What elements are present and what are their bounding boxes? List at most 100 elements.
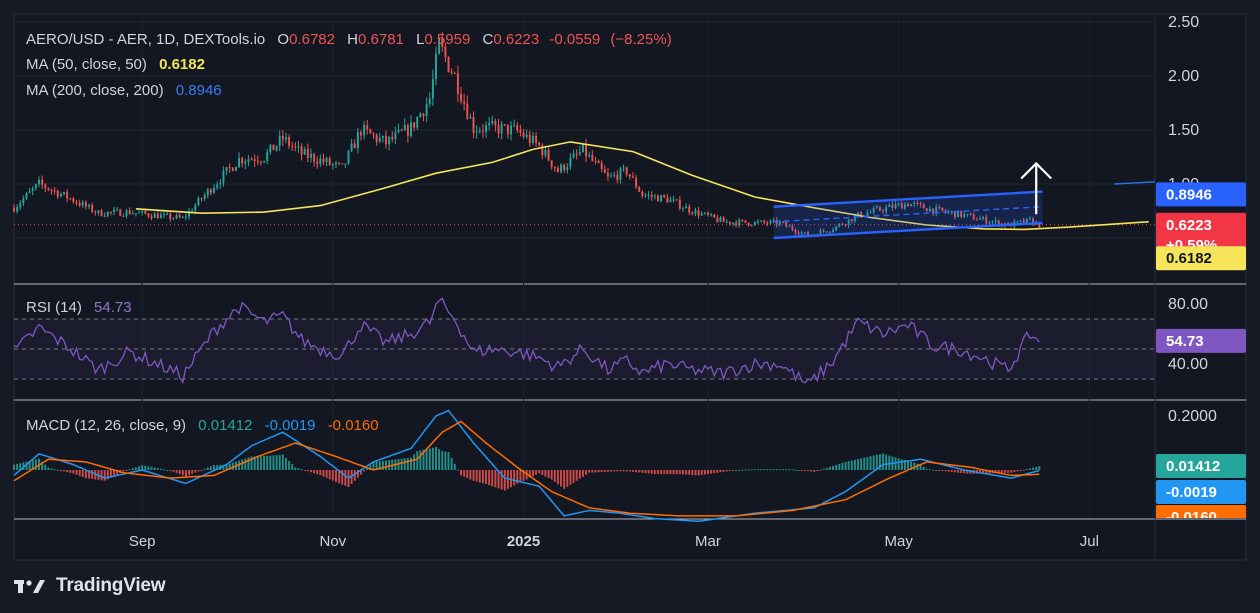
candle-body [335,162,337,165]
candle-body [819,230,822,236]
macd-histogram-bar [28,460,31,470]
candle-body [600,163,603,170]
candle-body [572,153,575,158]
candle-body [653,195,656,197]
macd-histogram-bar [131,468,134,470]
candle-body [778,221,781,225]
macd-histogram-bar [216,464,219,470]
candle-body [975,219,978,221]
candle-body [519,130,522,133]
macd-histogram-bar [782,469,784,471]
macd-histogram-bar [106,470,109,480]
macd-histogram-bar [556,470,559,485]
macd-histogram-bar [766,469,769,471]
candle-body [369,129,372,134]
candle-body [581,144,584,153]
candle-body [869,211,872,213]
macd-histogram-bar [860,458,863,470]
candle-body [935,207,938,214]
macd-histogram-bar [513,470,516,486]
macd-histogram-bar [88,470,90,479]
macd-histogram-bar [606,470,609,472]
macd-signal-badge: -0.0160 [1156,505,1246,518]
candle-body [622,167,625,169]
candle-body [732,222,734,224]
candle-body [456,73,459,94]
candle-body [103,215,106,217]
macd-histogram-bar [81,470,84,477]
candle-body [710,214,713,216]
candle-body [925,208,928,212]
candle-body [628,174,631,177]
macd-histogram-bar [1035,466,1038,470]
macd-histogram-bar [241,459,244,470]
candle-body [541,145,544,156]
macd-histogram-bar [188,470,191,476]
candle-body [907,203,910,207]
macd-histogram-bar [485,470,487,485]
macd-histogram-bar [400,458,403,470]
macd-histogram-bar [410,457,412,470]
candle-body [469,116,472,119]
ma50-price-badge-bg [1156,246,1246,271]
candle-body [63,191,65,195]
candle-body [228,167,231,169]
macd-histogram-bar [528,470,531,478]
candle-body [19,203,22,208]
tradingview-brand[interactable]: TradingView [14,574,166,598]
candle-body [922,204,925,209]
candle-body [569,157,572,167]
candle-body [81,202,84,206]
candle-body [978,218,981,220]
macd-histogram-bar [466,470,469,479]
grid-layer [14,14,1246,560]
macd-histogram-bar [594,470,597,473]
candle-body [225,167,228,171]
macd-histogram-bar [78,470,81,476]
macd-histogram-bar [259,456,262,470]
macd-histogram-bar [544,470,547,477]
candle-body [647,194,650,196]
candle-body [807,232,809,237]
candle-body [191,210,194,212]
macd-histogram-bar [882,453,885,470]
candle-body [891,204,894,209]
macd-histogram-bar [172,470,175,472]
macd-histogram-bar [250,456,253,470]
candle-body [503,124,506,126]
candle-body [119,209,122,216]
macd-histogram-bar [328,470,331,480]
candle-body [888,204,891,208]
candle-body [385,135,387,145]
candle-body [175,215,178,219]
candle-body [488,123,491,126]
ma200-price-badge: 0.8946 [1156,182,1246,207]
macd-histogram-bar [147,466,150,470]
candle-body [772,219,775,221]
candle-body [985,216,988,224]
macd-histogram-bar [585,470,588,475]
candle-body [331,164,334,166]
ma50-line [135,141,1149,231]
candle-body [406,125,409,136]
macd-histogram-bar [778,469,781,471]
candle-body [163,213,166,215]
candle-body [56,190,59,197]
rsi-tick-label: 80.00 [1168,296,1208,313]
candle-body [850,219,853,222]
candle-body [550,160,553,167]
candle-body [547,149,550,161]
candle-body [272,144,275,151]
candle-body [222,170,225,183]
macd-histogram-bar [847,461,850,470]
candle-body [485,125,487,132]
candle-body [497,125,500,134]
macd-histogram-bar [456,469,459,471]
candle-body [372,133,375,135]
macd-histogram-bar [331,470,334,481]
time-tick-label: May [884,533,913,550]
candle-body [47,188,50,190]
candle-body [391,136,394,140]
macd-histogram-bar [213,465,216,470]
macd-histogram-bar [775,469,778,471]
